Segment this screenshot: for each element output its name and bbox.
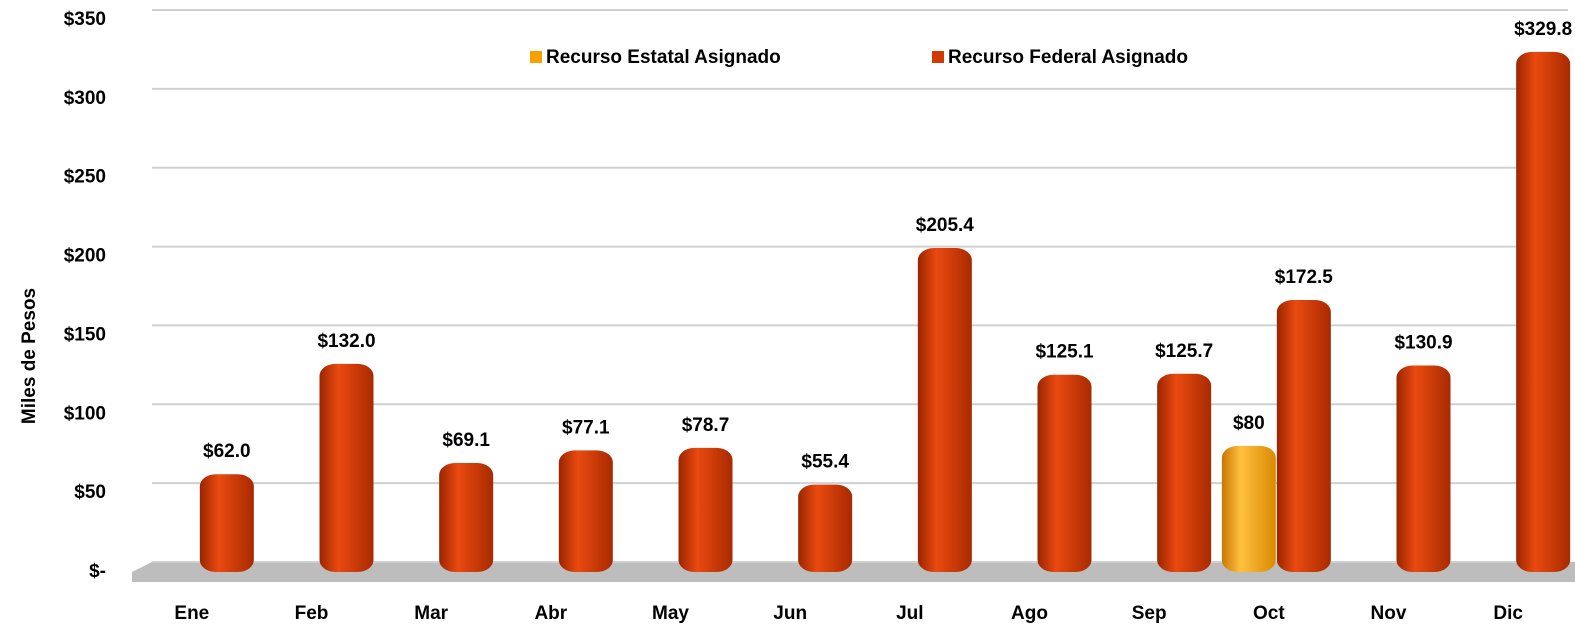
legend-swatch bbox=[530, 51, 542, 63]
x-tick-label: Jul bbox=[896, 603, 923, 624]
data-label: $130.9 bbox=[1394, 333, 1452, 354]
data-label: $69.1 bbox=[442, 430, 490, 451]
y-tick-label: $300 bbox=[64, 88, 106, 109]
bar bbox=[798, 484, 853, 572]
data-label: $205.4 bbox=[916, 215, 975, 236]
data-label: $80 bbox=[1233, 413, 1265, 434]
x-tick-label: Nov bbox=[1371, 603, 1407, 624]
data-label: $125.7 bbox=[1155, 341, 1213, 362]
legend-swatch bbox=[932, 51, 944, 63]
x-tick-label: Ago bbox=[1011, 603, 1048, 624]
y-tick-label: $350 bbox=[64, 9, 106, 30]
x-tick-label: Sep bbox=[1132, 603, 1167, 624]
bar bbox=[558, 450, 613, 572]
legend-label: Recurso Estatal Asignado bbox=[546, 47, 781, 68]
data-label: $132.0 bbox=[317, 331, 375, 352]
y-tick-label: $100 bbox=[64, 403, 106, 424]
data-label: $55.4 bbox=[801, 452, 849, 473]
x-tick-label: Ene bbox=[174, 603, 209, 624]
bar bbox=[199, 474, 254, 572]
y-tick-label: $50 bbox=[74, 482, 106, 503]
bar bbox=[1276, 299, 1331, 572]
legend-label: Recurso Federal Asignado bbox=[948, 47, 1188, 68]
bar bbox=[319, 363, 374, 572]
bar bbox=[1037, 374, 1092, 572]
data-label: $125.1 bbox=[1035, 342, 1094, 363]
data-label: $78.7 bbox=[682, 415, 730, 436]
x-tick-label: Dic bbox=[1493, 603, 1523, 624]
x-tick-label: Feb bbox=[295, 603, 329, 624]
x-tick-label: Jun bbox=[773, 603, 807, 624]
y-tick-label: $250 bbox=[64, 167, 106, 188]
y-tick-label: $- bbox=[89, 561, 106, 582]
data-label: $172.5 bbox=[1275, 267, 1334, 288]
data-label: $62.0 bbox=[203, 441, 251, 462]
x-tick-label: May bbox=[652, 603, 689, 624]
bar bbox=[439, 463, 494, 572]
data-label: $77.1 bbox=[562, 417, 610, 438]
y-tick-label: $150 bbox=[64, 324, 106, 345]
x-tick-label: Oct bbox=[1253, 603, 1285, 624]
y-axis-label: Miles de Pesos bbox=[19, 288, 40, 424]
data-label: $329.8 bbox=[1514, 19, 1572, 40]
x-tick-label: Mar bbox=[414, 603, 448, 624]
floor bbox=[132, 562, 1575, 582]
bar bbox=[1221, 445, 1276, 572]
y-tick-label: $200 bbox=[64, 246, 106, 267]
bar bbox=[1157, 373, 1212, 572]
bar bbox=[1516, 51, 1571, 573]
bar bbox=[1396, 365, 1451, 572]
x-tick-label: Abr bbox=[534, 603, 567, 624]
bar bbox=[678, 447, 733, 572]
bar bbox=[917, 248, 972, 572]
